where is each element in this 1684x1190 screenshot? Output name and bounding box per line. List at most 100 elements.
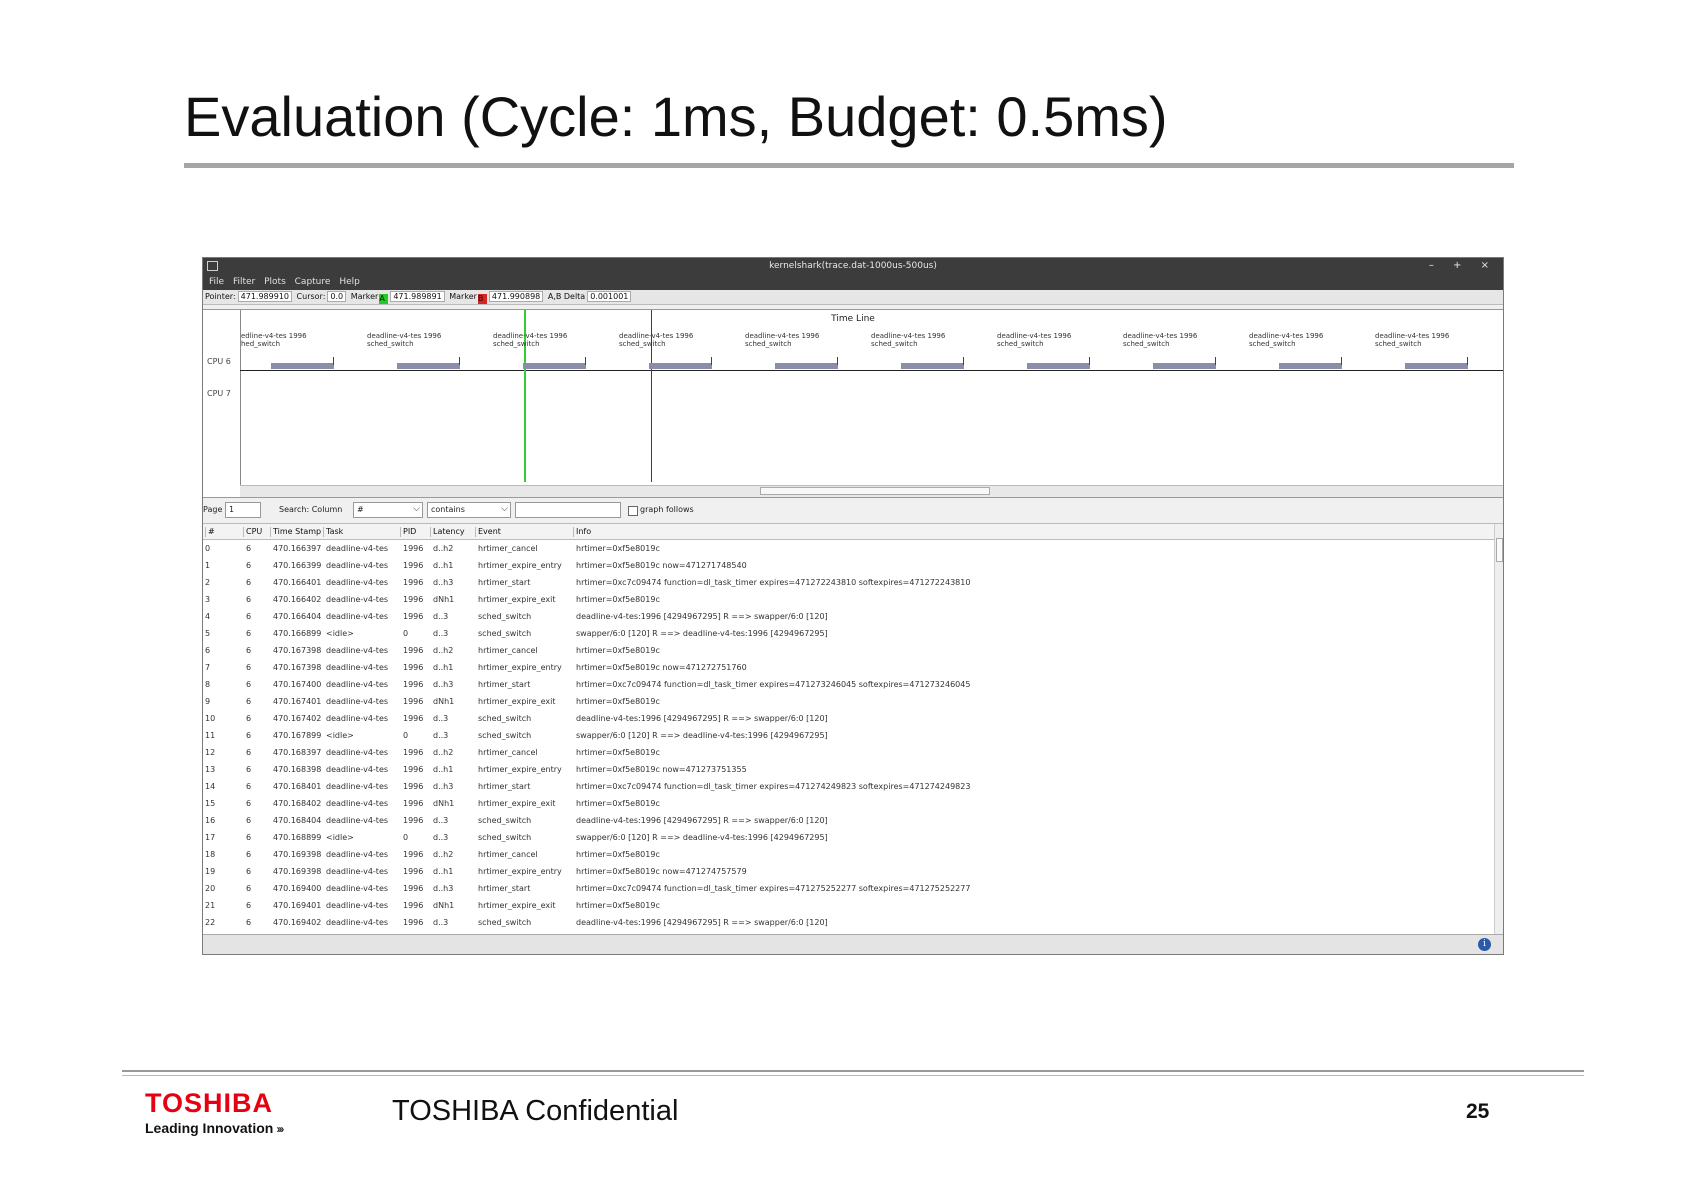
- task-run-bar[interactable]: [397, 363, 460, 369]
- column-header[interactable]: Time Stamp: [270, 527, 321, 537]
- column-header[interactable]: CPU: [243, 527, 262, 537]
- table-row[interactable]: 2 6 470.166401 deadline-v4-tes 1996 d..h3 hrti…: [203, 574, 1485, 591]
- table-row[interactable]: 4 6 470.166404 deadline-v4-tes 1996 d..3 sched…: [203, 608, 1485, 625]
- task-run-bar[interactable]: [523, 363, 586, 369]
- task-run-bar[interactable]: [1279, 363, 1342, 369]
- marker-b-line[interactable]: [651, 310, 652, 482]
- marker-a-line[interactable]: [524, 310, 526, 482]
- table-cell: hrtimer_start: [478, 680, 531, 689]
- match-mode-select[interactable]: contains ⌵: [427, 502, 511, 518]
- table-row[interactable]: 19 6 470.169398 deadline-v4-tes 1996 d..h1 hrt…: [203, 863, 1485, 880]
- confidential-notice: TOSHIBA Confidential: [392, 1095, 679, 1127]
- task-run-bar[interactable]: [1027, 363, 1090, 369]
- search-input[interactable]: [515, 502, 621, 518]
- column-header[interactable]: Event: [475, 527, 501, 537]
- task-run-bar[interactable]: [1153, 363, 1216, 369]
- table-row[interactable]: 8 6 470.167400 deadline-v4-tes 1996 d..h3 hrti…: [203, 676, 1485, 693]
- table-row[interactable]: 22 6 470.169402 deadline-v4-tes 1996 d..3 sche…: [203, 914, 1485, 931]
- menu-plots[interactable]: Plots: [264, 277, 286, 287]
- graph-follows-checkbox[interactable]: [628, 506, 638, 516]
- table-cell: 5: [205, 629, 211, 638]
- chevron-down-icon: ⌵: [501, 504, 508, 514]
- table-cell: d..h1: [433, 765, 454, 774]
- trace-graph[interactable]: CPU 6 CPU 7 Time Line edline-v4-tes 1996…: [203, 309, 1503, 498]
- marker-a-button[interactable]: A: [379, 294, 389, 304]
- graph-follows-label: graph follows: [640, 505, 694, 514]
- table-row[interactable]: 21 6 470.169401 deadline-v4-tes 1996 dNh1 hrti…: [203, 897, 1485, 914]
- event-tick: [711, 357, 712, 365]
- column-header[interactable]: Task: [323, 527, 343, 537]
- table-cell: <idle>: [326, 833, 354, 842]
- column-header[interactable]: Latency: [430, 527, 465, 537]
- column-select[interactable]: # ⌵: [353, 502, 423, 518]
- table-cell: 1996: [403, 816, 424, 825]
- marker-a-label: Marker: [350, 292, 379, 301]
- menu-capture[interactable]: Capture: [294, 277, 331, 287]
- window-titlebar[interactable]: kernelshark(trace.dat-1000us-500us) – + …: [203, 258, 1503, 275]
- column-header[interactable]: PID: [400, 527, 416, 537]
- table-cell: dNh1: [433, 901, 455, 910]
- table-cell: deadline-v4-tes: [326, 918, 389, 927]
- table-row[interactable]: 10 6 470.167402 deadline-v4-tes 1996 d..3 sche…: [203, 710, 1485, 727]
- table-cell: deadline-v4-tes:1996 [4294967295] R ==> …: [576, 918, 828, 927]
- table-cell: 0: [403, 731, 409, 740]
- task-run-bar[interactable]: [271, 363, 334, 369]
- table-cell: 6: [246, 578, 252, 587]
- table-cell: 3: [205, 595, 211, 604]
- table-cell: 1996: [403, 578, 424, 587]
- table-row[interactable]: 5 6 470.166899 <idle> 0 d..3 sched_switch swapp…: [203, 625, 1485, 642]
- table-row[interactable]: 16 6 470.168404 deadline-v4-tes 1996 d..3 sche…: [203, 812, 1485, 829]
- table-row[interactable]: 12 6 470.168397 deadline-v4-tes 1996 d..h2 hrt…: [203, 744, 1485, 761]
- event-tick: [1215, 357, 1216, 365]
- title-divider: [184, 163, 1514, 168]
- table-cell: 6: [246, 561, 252, 570]
- table-row[interactable]: 1 6 470.166399 deadline-v4-tes 1996 d..h1 hrti…: [203, 557, 1485, 574]
- task-run-bar[interactable]: [775, 363, 838, 369]
- column-header[interactable]: Info: [573, 527, 591, 537]
- table-row[interactable]: 14 6 470.168401 deadline-v4-tes 1996 d..h3 hrt…: [203, 778, 1485, 795]
- graph-event-name: sched_switch: [871, 340, 918, 348]
- table-cell: 470.166399: [273, 561, 322, 570]
- table-row[interactable]: 7 6 470.167398 deadline-v4-tes 1996 d..h1 hrti…: [203, 659, 1485, 676]
- table-cell: sched_switch: [478, 714, 532, 723]
- table-cell: deadline-v4-tes: [326, 646, 389, 655]
- table-row[interactable]: 6 6 470.167398 deadline-v4-tes 1996 d..h2 hrti…: [203, 642, 1485, 659]
- table-scroll-thumb[interactable]: [1496, 538, 1503, 562]
- table-cell: hrtimer=0xf5e8019c: [576, 799, 660, 808]
- table-row[interactable]: 17 6 470.168899 <idle> 0 d..3 sched_switch swap…: [203, 829, 1485, 846]
- table-row[interactable]: 11 6 470.167899 <idle> 0 d..3 sched_switch swap…: [203, 727, 1485, 744]
- cpu-6-label: CPU 6: [207, 357, 231, 366]
- table-cell: 16: [205, 816, 216, 825]
- table-row[interactable]: 20 6 470.169400 deadline-v4-tes 1996 d..h3 hrt…: [203, 880, 1485, 897]
- table-row[interactable]: 13 6 470.168398 deadline-v4-tes 1996 d..h1 hrt…: [203, 761, 1485, 778]
- table-cell: hrtimer=0xf5e8019c: [576, 748, 660, 757]
- column-header[interactable]: #: [205, 527, 215, 537]
- page-spinbox[interactable]: 1: [225, 502, 261, 518]
- task-run-bar[interactable]: [649, 363, 712, 369]
- task-run-bar[interactable]: [1405, 363, 1468, 369]
- graph-scroll-thumb[interactable]: [760, 487, 990, 495]
- table-cell: d..h2: [433, 646, 454, 655]
- marker-b-button[interactable]: B: [477, 294, 487, 304]
- table-cell: d..3: [433, 612, 449, 621]
- menu-help[interactable]: Help: [339, 277, 360, 287]
- window-controls[interactable]: – + ×: [1428, 260, 1497, 271]
- graph-event-name: sched_switch: [1123, 340, 1170, 348]
- marker-a-value: 471.989891: [390, 291, 445, 302]
- info-icon[interactable]: i: [1478, 938, 1491, 951]
- cpu-6-baseline: [240, 370, 1503, 371]
- task-run-bar[interactable]: [901, 363, 964, 369]
- table-row[interactable]: 9 6 470.167401 deadline-v4-tes 1996 dNh1 hrtim…: [203, 693, 1485, 710]
- menu-filter[interactable]: Filter: [232, 277, 256, 287]
- table-cell: 17: [205, 833, 216, 842]
- event-tick: [1341, 357, 1342, 365]
- table-row[interactable]: 15 6 470.168402 deadline-v4-tes 1996 dNh1 hrti…: [203, 795, 1485, 812]
- table-cell: 0: [403, 629, 409, 638]
- table-row[interactable]: 18 6 470.169398 deadline-v4-tes 1996 d..h2 hrt…: [203, 846, 1485, 863]
- table-row[interactable]: 3 6 470.166402 deadline-v4-tes 1996 dNh1 hrtim…: [203, 591, 1485, 608]
- pointer-value: 471.989910: [237, 291, 292, 302]
- table-row[interactable]: 0 6 470.166397 deadline-v4-tes 1996 d..h2 hrti…: [203, 540, 1485, 557]
- graph-horizontal-scrollbar[interactable]: [240, 485, 1503, 497]
- table-vertical-scrollbar[interactable]: [1494, 524, 1503, 936]
- menu-file[interactable]: File: [209, 277, 225, 287]
